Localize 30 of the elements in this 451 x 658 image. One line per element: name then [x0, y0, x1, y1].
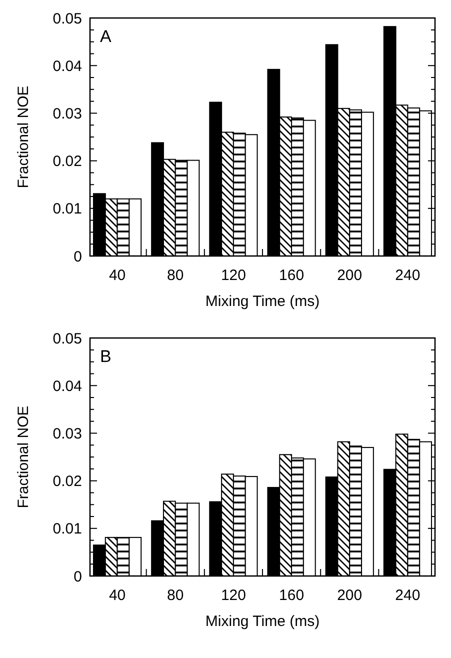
- y-tick-label: 0.01: [52, 200, 82, 218]
- annotation: B: [100, 347, 112, 366]
- y-tick-label: 0.01: [52, 520, 82, 538]
- y-tick-label: 0.05: [52, 330, 82, 348]
- y-axis-title: Fractional NOE: [15, 406, 32, 508]
- x-tick-label: 160: [279, 267, 304, 284]
- y-tick-label: 0: [74, 568, 82, 586]
- x-tick-label: 240: [395, 267, 420, 284]
- x-axis-title: Mixing Time (ms): [205, 613, 320, 630]
- annotation: A: [100, 27, 112, 46]
- y-tick-label: 0.05: [52, 10, 82, 28]
- x-tick-label: 120: [220, 267, 246, 284]
- x-tick-label: 200: [337, 267, 362, 284]
- x-tick-label: 200: [337, 587, 362, 604]
- y-tick-label: 0.04: [52, 58, 82, 75]
- y-tick-label: 0.03: [52, 425, 82, 442]
- y-tick-label: 0.04: [52, 378, 82, 395]
- x-tick-label: 120: [220, 587, 246, 604]
- y-tick-label: 0.02: [52, 153, 82, 170]
- x-tick-label: 80: [167, 587, 184, 604]
- x-tick-label: 240: [395, 587, 420, 604]
- y-tick-label: 0.03: [52, 105, 82, 122]
- x-axis-title: Mixing Time (ms): [205, 293, 320, 310]
- x-tick-label: 40: [108, 587, 126, 604]
- y-axis-title: Fractional NOE: [15, 86, 32, 188]
- x-tick-label: 160: [279, 587, 304, 604]
- y-tick-label: 0.02: [52, 473, 82, 490]
- y-tick-label: 0: [74, 248, 82, 266]
- x-tick-label: 80: [167, 267, 184, 284]
- x-tick-label: 40: [108, 267, 126, 284]
